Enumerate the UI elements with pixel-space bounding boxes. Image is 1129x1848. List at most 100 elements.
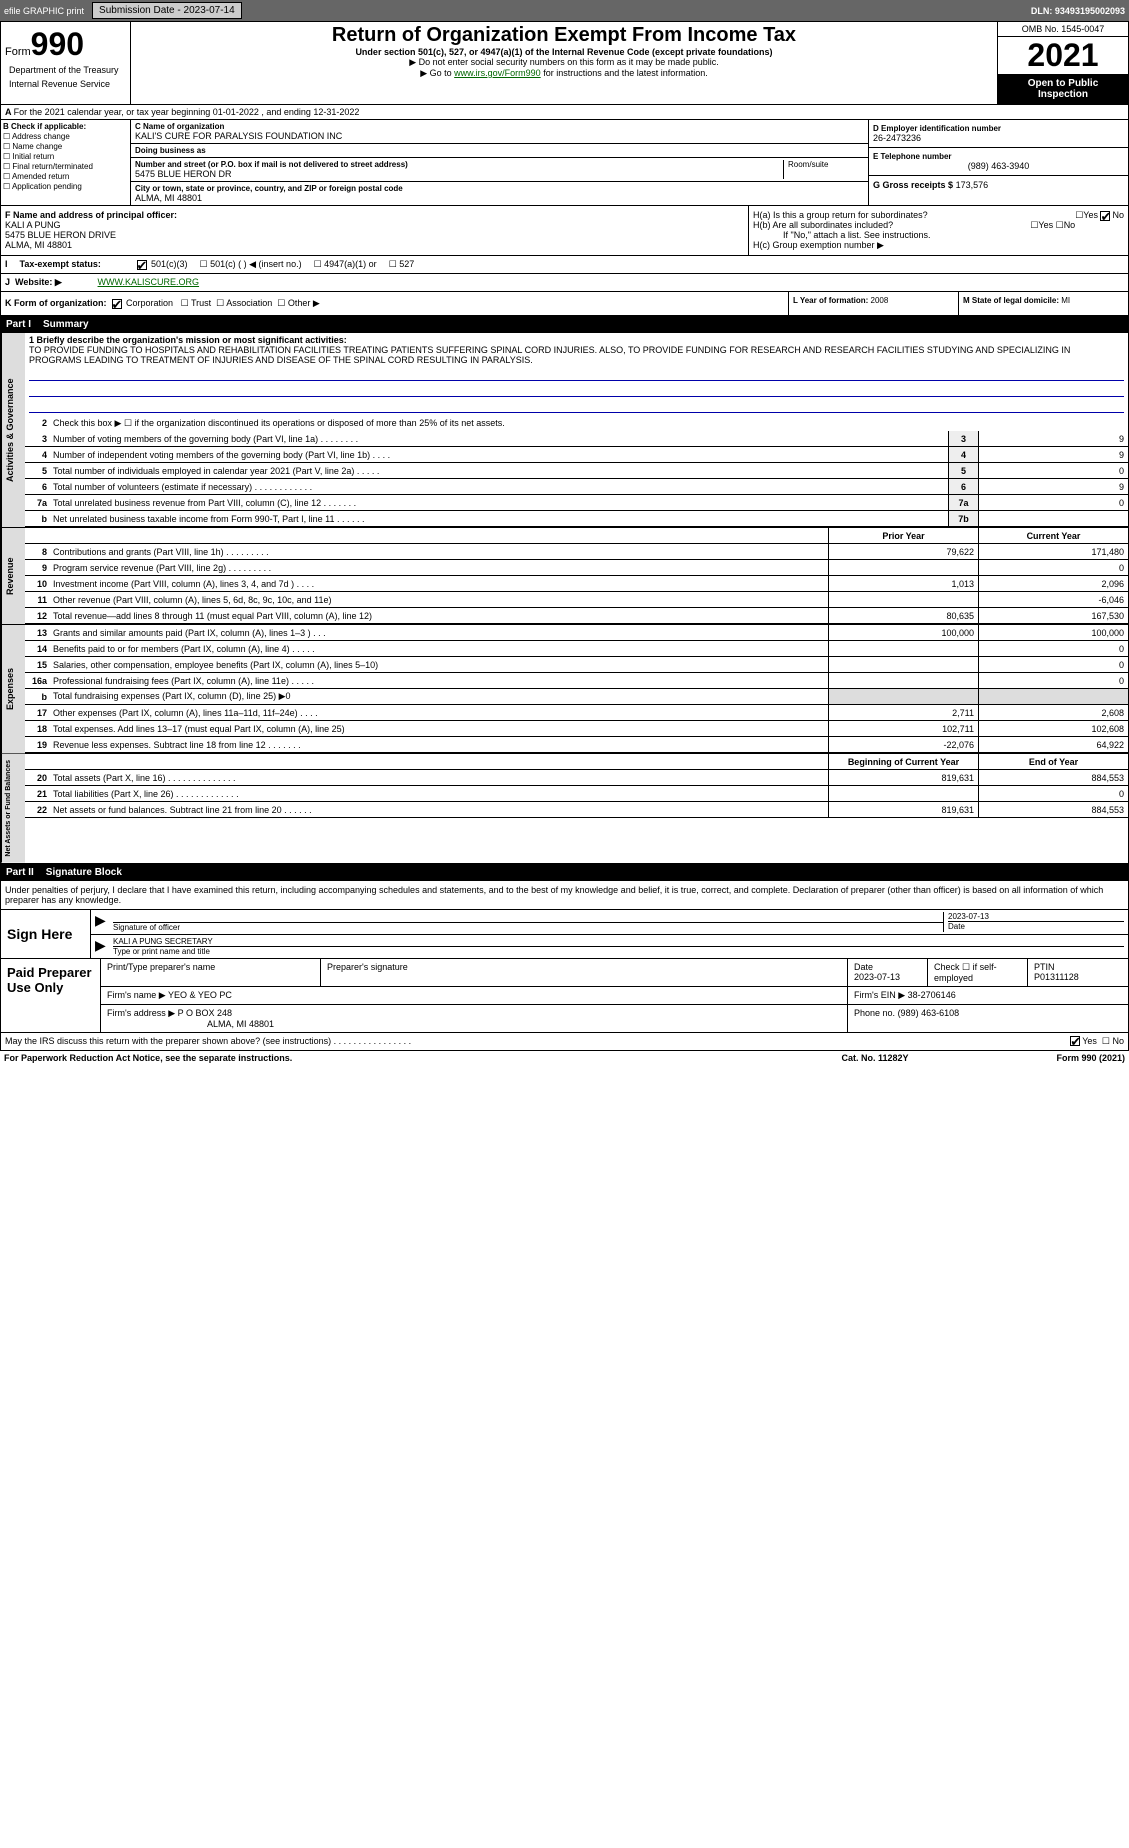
form-subtitle: Under section 501(c), 527, or 4947(a)(1)… xyxy=(139,47,989,57)
4947-chk[interactable]: ☐ 4947(a)(1) or xyxy=(314,259,377,270)
chk-amended[interactable]: ☐ Amended return xyxy=(3,172,128,181)
data-line: 21Total liabilities (Part X, line 26) . … xyxy=(25,786,1128,802)
summary-expenses: Expenses 13Grants and similar amounts pa… xyxy=(0,625,1129,754)
org-name: KALI'S CURE FOR PARALYSIS FOUNDATION INC xyxy=(135,131,864,141)
data-line: 17Other expenses (Part IX, column (A), l… xyxy=(25,705,1128,721)
public-inspection: Open to Public Inspection xyxy=(998,74,1128,104)
ein-row: D Employer identification number 26-2473… xyxy=(869,120,1128,148)
form-number: 990 xyxy=(31,26,84,62)
side-net: Net Assets or Fund Balances xyxy=(1,754,25,863)
chk-final[interactable]: ☐ Final return/terminated xyxy=(3,162,128,171)
tax-year: 2021 xyxy=(998,37,1128,74)
website-row: J Website: ▶ WWW.KALISCURE.ORG xyxy=(0,274,1129,292)
summary-net-assets: Net Assets or Fund Balances Beginning of… xyxy=(0,754,1129,864)
irs-link[interactable]: www.irs.gov/Form990 xyxy=(454,68,541,78)
data-line: 11Other revenue (Part VIII, column (A), … xyxy=(25,592,1128,608)
col-c: C Name of organization KALI'S CURE FOR P… xyxy=(131,120,868,205)
part1-header: Part I Summary xyxy=(0,316,1129,333)
side-activities: Activities & Governance xyxy=(1,333,25,527)
goto-note: ▶ Go to www.irs.gov/Form990 for instruct… xyxy=(139,68,989,79)
data-line: 16aProfessional fundraising fees (Part I… xyxy=(25,673,1128,689)
data-line: 18Total expenses. Add lines 13–17 (must … xyxy=(25,721,1128,737)
ein: 26-2473236 xyxy=(873,133,1124,143)
gov-line: 6Total number of volunteers (estimate if… xyxy=(25,479,1128,495)
sign-here-label: Sign Here xyxy=(1,910,91,958)
form-prefix: Form xyxy=(5,46,31,58)
527-chk[interactable]: ☐ 527 xyxy=(389,259,415,270)
data-line: 13Grants and similar amounts paid (Part … xyxy=(25,625,1128,641)
gov-line: bNet unrelated business taxable income f… xyxy=(25,511,1128,527)
data-line: bTotal fundraising expenses (Part IX, co… xyxy=(25,689,1128,705)
street-row: Number and street (or P.O. box if mail i… xyxy=(131,158,868,182)
data-line: 10Investment income (Part VIII, column (… xyxy=(25,576,1128,592)
street: 5475 BLUE HERON DR xyxy=(135,169,779,179)
group-return: H(a) Is this a group return for subordin… xyxy=(748,206,1128,255)
data-line: 20Total assets (Part X, line 16) . . . .… xyxy=(25,770,1128,786)
city-row: City or town, state or province, country… xyxy=(131,182,868,205)
section-b-grid: B Check if applicable: ☐ Address change … xyxy=(0,120,1129,206)
year-cell: OMB No. 1545-0047 2021 Open to Public In… xyxy=(998,22,1128,104)
summary-activities: Activities & Governance 1 Briefly descri… xyxy=(0,333,1129,528)
ssn-note: ▶ Do not enter social security numbers o… xyxy=(139,57,989,68)
arrow-icon: ▶ xyxy=(95,937,109,956)
website-link[interactable]: WWW.KALISCURE.ORG xyxy=(98,277,200,288)
mission-block: 1 Briefly describe the organization's mi… xyxy=(25,333,1128,415)
officer-info: F Name and address of principal officer:… xyxy=(1,206,748,255)
501c-chk[interactable]: ☐ 501(c) ( ) ◀ (insert no.) xyxy=(200,259,302,270)
hb-no-chk[interactable] xyxy=(1100,211,1110,221)
chk-initial[interactable]: ☐ Initial return xyxy=(3,152,128,161)
chk-name[interactable]: ☐ Name change xyxy=(3,142,128,151)
col-b-checkboxes: B Check if applicable: ☐ Address change … xyxy=(1,120,131,205)
form-title: Return of Organization Exempt From Incom… xyxy=(139,24,989,47)
chk-pending[interactable]: ☐ Application pending xyxy=(3,182,128,191)
data-line: 9Program service revenue (Part VIII, lin… xyxy=(25,560,1128,576)
room-suite: Room/suite xyxy=(784,160,864,179)
dba-row: Doing business as xyxy=(131,144,868,158)
gross-receipts: 173,576 xyxy=(956,180,989,190)
preparer-section: Paid Preparer Use Only Print/Type prepar… xyxy=(1,958,1128,1032)
col-d: D Employer identification number 26-2473… xyxy=(868,120,1128,205)
data-line: 15Salaries, other compensation, employee… xyxy=(25,657,1128,673)
dept: Department of the Treasury xyxy=(5,63,126,77)
org-name-row: C Name of organization KALI'S CURE FOR P… xyxy=(131,120,868,144)
city: ALMA, MI 48801 xyxy=(135,193,864,203)
phone: (989) 463-3940 xyxy=(873,161,1124,171)
gov-line: 3Number of voting members of the governi… xyxy=(25,431,1128,447)
corp-chk[interactable] xyxy=(112,299,122,309)
section-f-h: F Name and address of principal officer:… xyxy=(0,206,1129,256)
501c3-chk[interactable]: 501(c)(3) xyxy=(137,259,188,270)
title-cell: Return of Organization Exempt From Incom… xyxy=(131,22,998,104)
efile-label: efile GRAPHIC print xyxy=(4,6,84,16)
paid-prep-label: Paid Preparer Use Only xyxy=(1,959,101,1032)
footer: For Paperwork Reduction Act Notice, see … xyxy=(0,1051,1129,1065)
top-bar: efile GRAPHIC print Submission Date - 20… xyxy=(0,0,1129,21)
sig-intro: Under penalties of perjury, I declare th… xyxy=(1,881,1128,909)
discuss-row: May the IRS discuss this return with the… xyxy=(0,1033,1129,1051)
data-line: 12Total revenue—add lines 8 through 11 (… xyxy=(25,608,1128,624)
omb-number: OMB No. 1545-0047 xyxy=(998,22,1128,37)
side-expenses: Expenses xyxy=(1,625,25,753)
state-domicile: M State of legal domicile: MI xyxy=(958,292,1128,315)
form-org-row: K Form of organization: Corporation ☐ Tr… xyxy=(0,292,1129,316)
part2-header: Part II Signature Block xyxy=(0,864,1129,881)
gross-row: G Gross receipts $ 173,576 xyxy=(869,176,1128,194)
phone-row: E Telephone number (989) 463-3940 xyxy=(869,148,1128,176)
tax-status-row: ITax-exempt status: 501(c)(3) ☐ 501(c) (… xyxy=(0,256,1129,274)
discuss-yes[interactable] xyxy=(1070,1036,1080,1046)
irs-service: Internal Revenue Service xyxy=(5,77,126,91)
side-revenue: Revenue xyxy=(1,528,25,624)
period-row: A For the 2021 calendar year, or tax yea… xyxy=(0,105,1129,120)
arrow-icon: ▶ xyxy=(95,912,109,932)
submission-date-btn[interactable]: Submission Date - 2023-07-14 xyxy=(92,2,242,19)
data-line: 8Contributions and grants (Part VIII, li… xyxy=(25,544,1128,560)
data-line: 14Benefits paid to or for members (Part … xyxy=(25,641,1128,657)
signature-section: Under penalties of perjury, I declare th… xyxy=(0,881,1129,1033)
summary-revenue: Revenue Prior YearCurrent Year 8Contribu… xyxy=(0,528,1129,625)
gov-line: 5Total number of individuals employed in… xyxy=(25,463,1128,479)
mission-text: TO PROVIDE FUNDING TO HOSPITALS AND REHA… xyxy=(29,345,1070,365)
dln: DLN: 93493195002093 xyxy=(1031,6,1125,16)
gov-line: 4Number of independent voting members of… xyxy=(25,447,1128,463)
gov-line: 7aTotal unrelated business revenue from … xyxy=(25,495,1128,511)
data-line: 19Revenue less expenses. Subtract line 1… xyxy=(25,737,1128,753)
chk-address[interactable]: ☐ Address change xyxy=(3,132,128,141)
